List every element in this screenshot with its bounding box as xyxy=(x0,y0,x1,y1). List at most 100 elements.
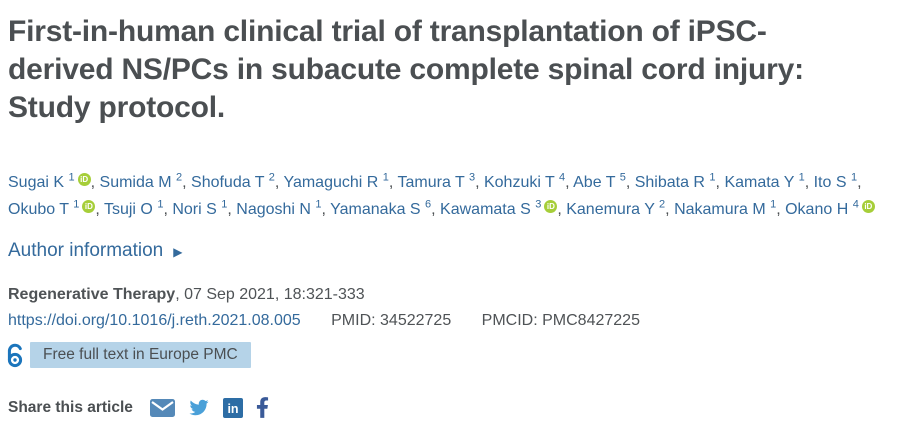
author-separator: , xyxy=(431,201,441,218)
open-access-icon xyxy=(6,342,24,368)
author-link[interactable]: Shibata R xyxy=(634,174,705,191)
share-linkedin-button[interactable]: in xyxy=(222,397,243,418)
author-separator: , xyxy=(715,174,725,191)
author-link[interactable]: Shofuda T xyxy=(191,174,265,191)
author-affiliation-number: 2 xyxy=(268,171,275,184)
author-link[interactable]: Okubo T xyxy=(8,201,69,218)
author-entry: Kohzuki T 4, xyxy=(483,171,574,191)
author-affiliation-number: 4 xyxy=(852,198,859,211)
author-separator: , xyxy=(557,201,567,218)
author-affiliation-number: 4 xyxy=(558,171,566,184)
journal-line: Regenerative Therapy, 07 Sep 2021, 18:32… xyxy=(8,282,901,308)
share-email-button[interactable] xyxy=(149,398,175,417)
author-link[interactable]: Tsuji O xyxy=(103,201,153,218)
doi-link[interactable]: https://doi.org/10.1016/j.reth.2021.08.0… xyxy=(8,312,301,329)
author-list: Sugai K 1 iD, Sumida M 2, Shofuda T 2, Ya… xyxy=(8,169,901,223)
author-entry: Yamanaka S 6, xyxy=(330,198,441,218)
orcid-icon[interactable]: iD xyxy=(861,200,875,213)
author-entry: Nori S 1, xyxy=(172,198,237,218)
author-link[interactable]: Sumida M xyxy=(99,174,172,191)
author-link[interactable]: Nakamura M xyxy=(674,201,766,218)
author-entry: Kanemura Y 2, xyxy=(566,198,675,218)
author-separator: , xyxy=(321,201,331,218)
orcid-icon[interactable]: iD xyxy=(544,200,558,213)
identifiers-line: https://doi.org/10.1016/j.reth.2021.08.0… xyxy=(8,308,901,334)
author-entry: Tsuji O 1, xyxy=(103,198,173,218)
author-separator: , xyxy=(163,201,173,218)
author-affiliation-number: 2 xyxy=(659,198,666,211)
article-page: First-in-human clinical trial of transpl… xyxy=(6,15,901,418)
author-affiliation-number: 1 xyxy=(850,171,858,184)
pmcid: PMCID: PMC8427225 xyxy=(482,312,640,329)
orcid-icon[interactable]: iD xyxy=(82,200,96,213)
share-row: Share this article in xyxy=(8,397,901,418)
author-affiliation-number: 2 xyxy=(176,171,183,184)
journal-name: Regenerative Therapy xyxy=(8,286,176,303)
author-link[interactable]: Kanemura Y xyxy=(566,201,655,218)
author-entry: Nagoshi N 1, xyxy=(236,198,331,218)
fulltext-row: Free full text in Europe PMC xyxy=(6,342,901,368)
author-affiliation-number: 1 xyxy=(798,171,805,184)
author-affiliation-number: 1 xyxy=(221,198,228,211)
orcid-icon[interactable]: iD xyxy=(77,173,91,186)
author-affiliation-number: 6 xyxy=(425,198,432,211)
author-separator: , xyxy=(857,174,862,191)
citation-details: , 07 Sep 2021, 18:321-333 xyxy=(175,286,365,303)
author-entry: Abe T 5, xyxy=(573,171,635,191)
author-entry: Yamaguchi R 1, xyxy=(283,171,398,191)
twitter-icon xyxy=(189,399,209,416)
pmcid-label: PMCID: xyxy=(481,312,538,329)
share-facebook-button[interactable] xyxy=(256,397,269,418)
author-affiliation-number: 1 xyxy=(382,171,389,184)
article-title: First-in-human clinical trial of transpl… xyxy=(8,15,804,124)
author-affiliation-number: 3 xyxy=(535,198,542,211)
author-link[interactable]: Kohzuki T xyxy=(483,174,555,191)
author-link[interactable]: Yamaguchi R xyxy=(283,174,379,191)
author-link[interactable]: Yamanaka S xyxy=(330,201,421,218)
author-entry: Kawamata S 3 iD, xyxy=(440,198,567,218)
author-separator: , xyxy=(227,201,237,218)
author-separator: , xyxy=(95,201,104,218)
author-affiliation-number: 1 xyxy=(770,198,777,211)
facebook-icon xyxy=(256,397,268,418)
author-entry: Nakamura M 1, xyxy=(674,198,785,218)
author-separator: , xyxy=(182,174,192,191)
svg-text:in: in xyxy=(227,402,238,416)
pmcid-value: PMC8427225 xyxy=(542,312,640,329)
author-affiliation-number: 1 xyxy=(68,171,75,184)
author-affiliation-number: 1 xyxy=(315,198,322,211)
author-link[interactable]: Nagoshi N xyxy=(236,201,311,218)
author-entry: Shofuda T 2, xyxy=(191,171,283,191)
author-link[interactable]: Okano H xyxy=(785,201,849,218)
author-separator: , xyxy=(388,174,398,191)
author-link[interactable]: Tamura T xyxy=(397,174,465,191)
author-link[interactable]: Abe T xyxy=(573,174,616,191)
pmid: PMID: 34522725 xyxy=(331,312,451,329)
linkedin-icon: in xyxy=(222,397,243,418)
author-link[interactable]: Nori S xyxy=(172,201,217,218)
author-entry: Shibata R 1, xyxy=(634,171,725,191)
author-link[interactable]: Ito S xyxy=(813,174,847,191)
author-affiliation-number: 1 xyxy=(157,198,164,211)
author-separator: , xyxy=(90,174,100,191)
chevron-right-icon: ▶ xyxy=(173,245,183,259)
author-entry: Kamata Y 1, xyxy=(724,171,814,191)
author-information-label: Author information xyxy=(8,240,164,261)
author-separator: , xyxy=(625,174,635,191)
author-affiliation-number: 1 xyxy=(709,171,716,184)
author-link[interactable]: Kamata Y xyxy=(724,174,795,191)
author-separator: , xyxy=(665,201,675,218)
author-link[interactable]: Sugai K xyxy=(8,174,65,191)
email-icon xyxy=(149,398,175,417)
author-link[interactable]: Kawamata S xyxy=(440,201,531,218)
author-information-toggle[interactable]: Author information ▶ xyxy=(8,240,182,262)
free-fulltext-button[interactable]: Free full text in Europe PMC xyxy=(30,342,251,368)
share-twitter-button[interactable] xyxy=(188,398,210,417)
author-separator: , xyxy=(804,174,814,191)
author-entry: Okano H 4 iD xyxy=(785,198,875,218)
share-label: Share this article xyxy=(8,398,133,416)
author-affiliation-number: 3 xyxy=(468,171,476,184)
author-entry: Okubo T 1 iD, xyxy=(8,199,104,218)
author-separator: , xyxy=(565,174,574,191)
author-affiliation-number: 5 xyxy=(619,171,626,184)
